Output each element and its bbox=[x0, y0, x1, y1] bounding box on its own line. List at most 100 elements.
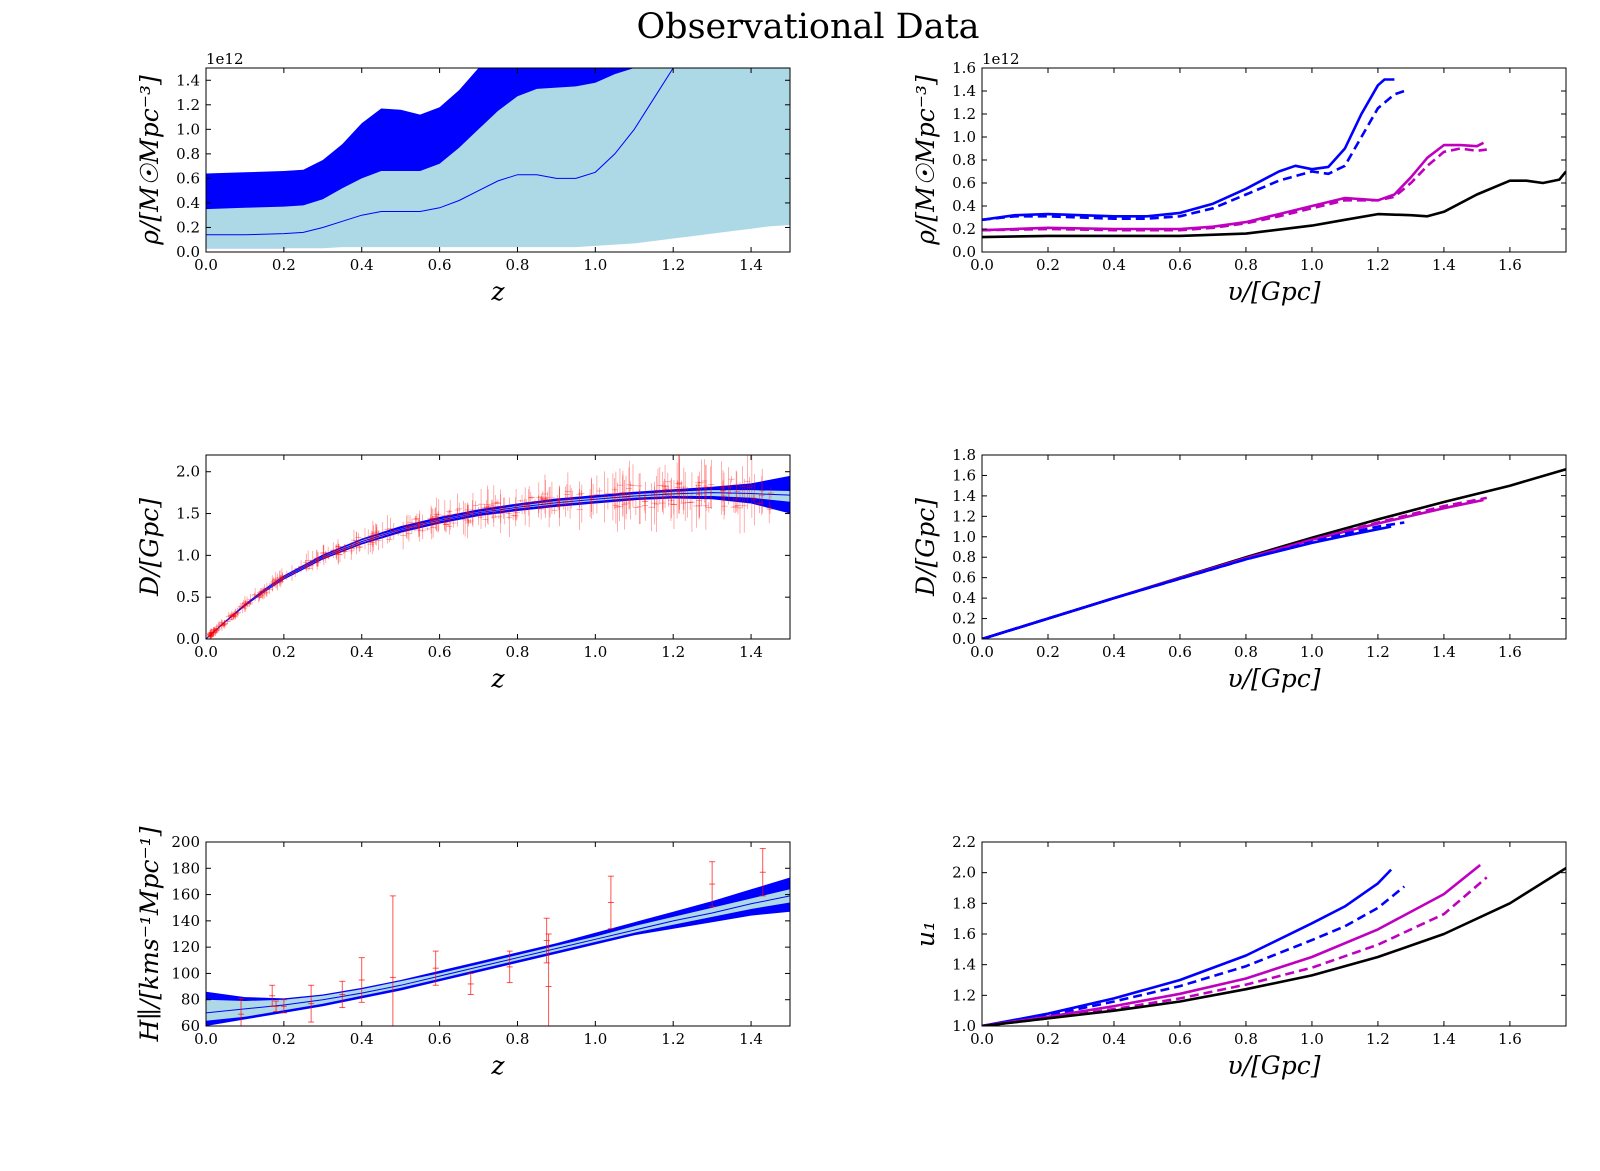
x-tick-label: 0.8 bbox=[506, 643, 530, 661]
y-tick-label: 1.2 bbox=[952, 507, 976, 525]
y-tick-label: 1.2 bbox=[176, 96, 200, 114]
x-tick-label: 1.4 bbox=[1432, 256, 1456, 274]
x-tick-label: 0.0 bbox=[194, 643, 218, 661]
plot-area bbox=[206, 455, 790, 639]
y-offset-label: 1e12 bbox=[206, 50, 244, 68]
plot-area bbox=[206, 848, 790, 1026]
y-tick-label: 1.6 bbox=[952, 466, 976, 484]
y-tick-label: 140 bbox=[171, 912, 200, 930]
y-axis-label: ρ/[M☉Mpc⁻³] bbox=[135, 75, 164, 246]
x-tick-label: 1.0 bbox=[1300, 1030, 1324, 1048]
x-tick-label: 1.2 bbox=[1366, 643, 1390, 661]
mean-line bbox=[206, 895, 790, 1014]
x-axis-label: z bbox=[490, 664, 505, 693]
series-line-magenta-solid bbox=[982, 498, 1484, 639]
plot-area bbox=[982, 468, 1566, 639]
x-tick-label: 1.4 bbox=[1432, 1030, 1456, 1048]
x-tick-label: 0.8 bbox=[506, 1030, 530, 1048]
y-tick-label: 0.2 bbox=[176, 218, 200, 236]
subplot-rho_v: 0.0 0.2 0.4 0.6 0.8 1.0 1.2 1.4 1.6 0.0 0.2 0.4 0.6 0… bbox=[911, 50, 1567, 306]
y-tick-label: 1.0 bbox=[952, 528, 976, 546]
y-tick-label: 0.0 bbox=[952, 243, 976, 261]
x-tick-label: 0.4 bbox=[1102, 1030, 1126, 1048]
axes: 0.0 0.2 0.4 0.6 0.8 1.0 1.2 1.4 1.6 0.0 0.2 0.4 0.6 0… bbox=[911, 50, 1566, 306]
x-tick-label: 0.2 bbox=[272, 643, 296, 661]
x-tick-label: 0.8 bbox=[1234, 643, 1258, 661]
x-axis-label: υ/[Gpc] bbox=[1227, 664, 1320, 693]
y-tick-label: 0.0 bbox=[952, 630, 976, 648]
y-tick-label: 2.2 bbox=[952, 833, 976, 851]
series-line-magenta-solid bbox=[982, 863, 1482, 1026]
x-tick-label: 0.2 bbox=[1036, 256, 1060, 274]
y-tick-label: 0.4 bbox=[176, 194, 200, 212]
y-tick-label: 1.0 bbox=[176, 546, 200, 564]
y-tick-label: 1.8 bbox=[952, 894, 976, 912]
y-tick-label: 1.0 bbox=[176, 120, 200, 138]
series-line-blue-solid bbox=[982, 78, 1395, 222]
plot-frame bbox=[205, 454, 791, 640]
x-tick-label: 1.6 bbox=[1498, 643, 1522, 661]
y-tick-label: 0.8 bbox=[952, 151, 976, 169]
x-tick-label: 0.4 bbox=[1102, 256, 1126, 274]
y-tick-label: 200 bbox=[171, 833, 200, 851]
y-axis-label: H∥/[kms⁻¹Mpc⁻¹] bbox=[135, 826, 164, 1042]
subplot-u1_v: 0.0 0.2 0.4 0.6 0.8 1.0 1.2 1.4 1.6 1.0 1.2 1.4 1.6 1… bbox=[911, 833, 1567, 1080]
y-tick-label: 0.4 bbox=[952, 197, 976, 215]
x-tick-label: 1.2 bbox=[1366, 256, 1390, 274]
x-tick-label: 0.6 bbox=[1168, 1030, 1192, 1048]
mean-line bbox=[206, 68, 674, 236]
x-axis-label: υ/[Gpc] bbox=[1227, 1051, 1320, 1080]
series-line-blue-solid bbox=[982, 525, 1392, 639]
x-tick-label: 0.8 bbox=[506, 256, 530, 274]
y-tick-label: 1.4 bbox=[952, 82, 976, 100]
y-tick-label: 1.4 bbox=[176, 71, 200, 89]
y-tick-label: 1.0 bbox=[952, 1017, 976, 1035]
x-tick-label: 1.4 bbox=[739, 643, 763, 661]
y-tick-label: 0.5 bbox=[176, 588, 200, 606]
y-tick-label: 0.2 bbox=[952, 220, 976, 238]
inner-band bbox=[206, 889, 790, 1021]
y-tick-label: 80 bbox=[181, 991, 200, 1009]
y-tick-label: 0.6 bbox=[952, 174, 976, 192]
mean-line bbox=[206, 492, 790, 639]
x-tick-label: 1.0 bbox=[583, 256, 607, 274]
series-line-magenta-dashed bbox=[982, 147, 1487, 232]
axes: 0.0 0.2 0.4 0.6 0.8 1.0 1.2 1.4 0.0 0.2 0.4 0.6 0.8 1… bbox=[135, 50, 790, 306]
y-tick-label: 2.0 bbox=[952, 864, 976, 882]
y-offset-label: 1e12 bbox=[982, 50, 1020, 68]
y-tick-label: 1.0 bbox=[952, 128, 976, 146]
x-tick-label: 1.2 bbox=[661, 1030, 685, 1048]
x-tick-label: 0.8 bbox=[1234, 1030, 1258, 1048]
series-line-black-solid bbox=[982, 866, 1566, 1026]
x-tick-label: 1.4 bbox=[1432, 643, 1456, 661]
x-tick-label: 0.6 bbox=[428, 256, 452, 274]
plot-area bbox=[206, 68, 790, 249]
x-tick-label: 1.6 bbox=[1498, 1030, 1522, 1048]
series-line-magenta-dashed bbox=[982, 876, 1488, 1026]
y-tick-label: 2.0 bbox=[176, 463, 200, 481]
series-line-blue-dashed bbox=[982, 885, 1406, 1026]
axes: 0.0 0.2 0.4 0.6 0.8 1.0 1.2 1.4 60 80 100 120 140 160… bbox=[135, 826, 790, 1080]
x-tick-label: 0.0 bbox=[970, 1030, 994, 1048]
x-tick-label: 0.6 bbox=[1168, 256, 1192, 274]
y-tick-label: 100 bbox=[171, 964, 200, 982]
y-tick-label: 0.0 bbox=[176, 630, 200, 648]
x-tick-label: 1.0 bbox=[1300, 256, 1324, 274]
x-tick-label: 1.4 bbox=[739, 1030, 763, 1048]
series-line-blue-solid bbox=[982, 868, 1393, 1026]
series-line-blue-dashed bbox=[982, 521, 1405, 639]
x-tick-label: 0.0 bbox=[970, 643, 994, 661]
x-tick-label: 0.4 bbox=[350, 256, 374, 274]
plot-frame bbox=[981, 454, 1567, 640]
series-line-black-solid bbox=[982, 468, 1566, 639]
y-tick-label: 120 bbox=[171, 938, 200, 956]
x-axis-label: υ/[Gpc] bbox=[1227, 277, 1320, 306]
y-tick-label: 0.4 bbox=[952, 589, 976, 607]
y-tick-label: 1.2 bbox=[952, 105, 976, 123]
y-tick-label: 1.4 bbox=[952, 956, 976, 974]
plot-frame bbox=[205, 67, 791, 253]
x-tick-label: 0.6 bbox=[1168, 643, 1192, 661]
y-tick-label: 0.6 bbox=[952, 569, 976, 587]
x-axis-label: z bbox=[490, 277, 505, 306]
subplot-D_z: 0.0 0.2 0.4 0.6 0.8 1.0 1.2 1.4 0.0 0.5 1.0 1.5 2.0 z… bbox=[135, 454, 791, 693]
